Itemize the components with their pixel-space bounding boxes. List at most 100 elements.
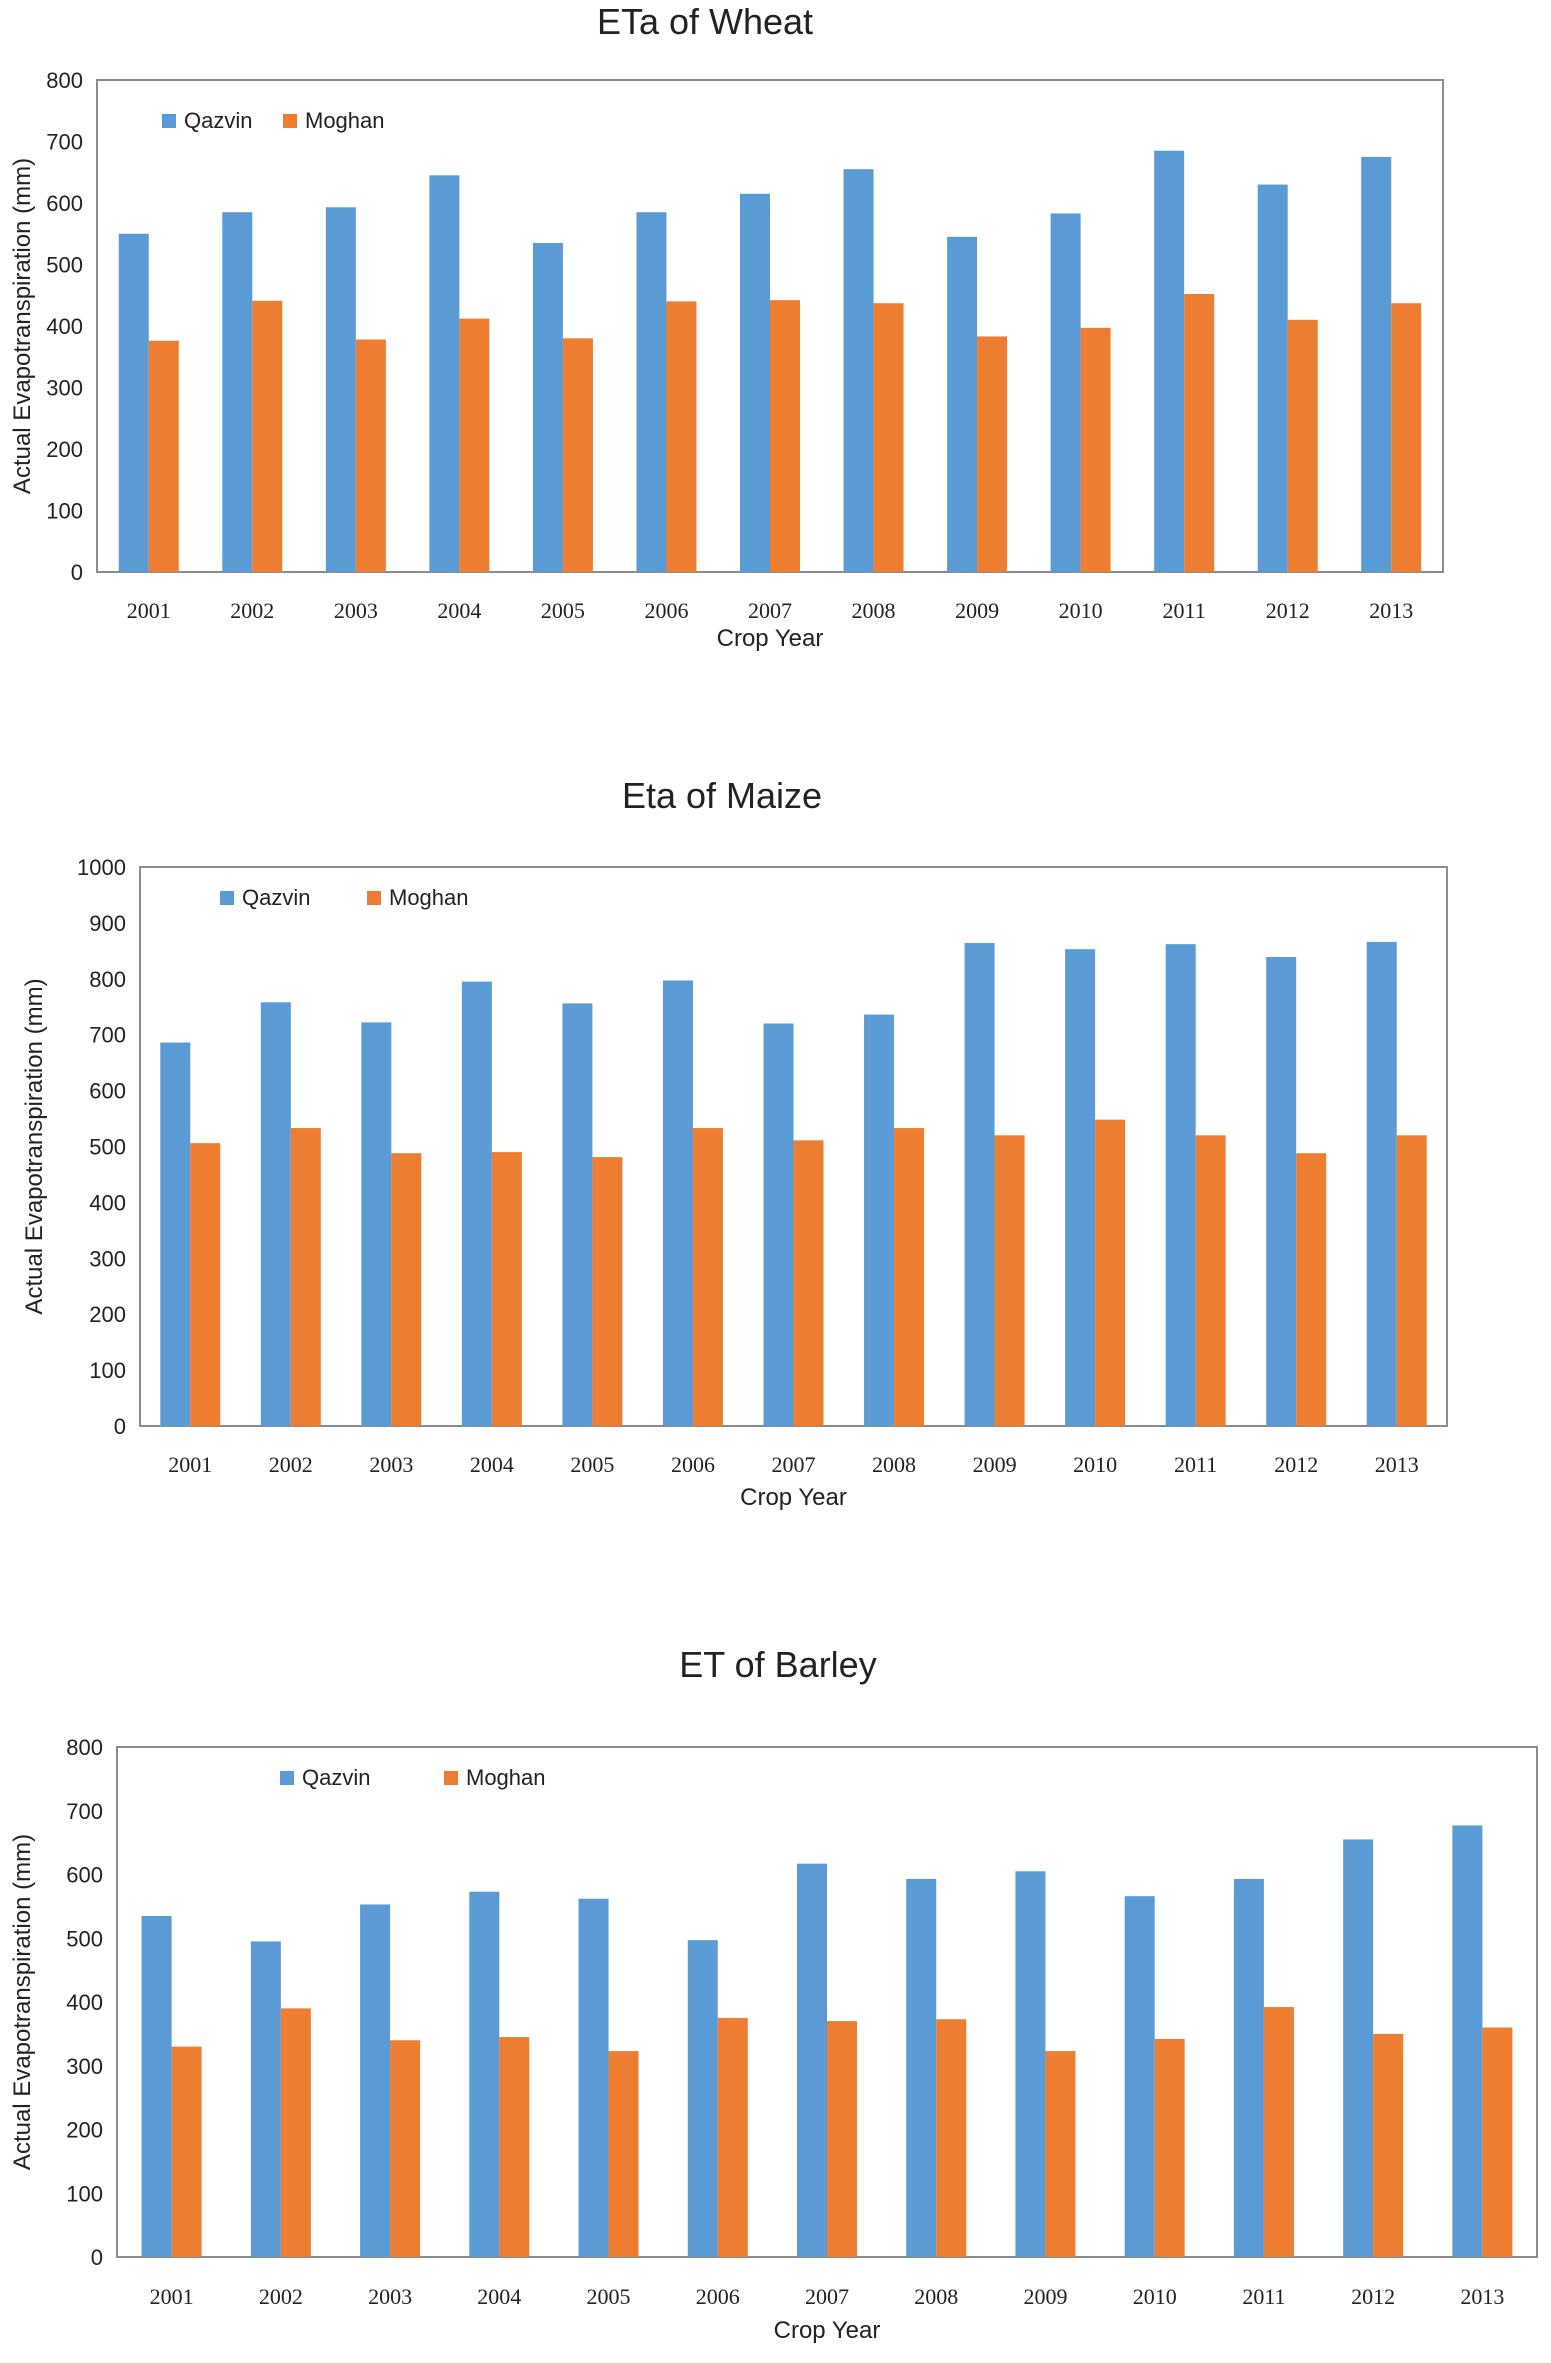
x-tick-label: 2003 [334, 598, 378, 623]
x-tick-label: 2012 [1266, 598, 1310, 623]
x-tick-label: 2012 [1274, 1452, 1318, 1477]
bar-qazvin-2007 [763, 1023, 794, 1426]
barley-chart: ET of Barley 0 100 200 300 400 500 600 700 800 Act… [9, 1644, 1538, 2344]
bar-qazvin-2008 [864, 1014, 895, 1426]
x-tick-label: 2013 [1369, 598, 1413, 623]
y-tick-label: 300 [46, 376, 83, 401]
bar-qazvin-2003 [361, 1022, 392, 1426]
bar-qazvin-2013 [1361, 156, 1392, 572]
legend-label-moghan: Moghan [305, 108, 385, 133]
bar-qazvin-2011 [1154, 150, 1185, 572]
bar-qazvin-2005 [562, 1003, 593, 1426]
legend-label-qazvin: Qazvin [302, 1765, 370, 1790]
bar-moghan-2004 [459, 318, 490, 572]
bar-qazvin-2004 [461, 981, 492, 1426]
bar-qazvin-2001 [118, 233, 149, 572]
x-tick-label: 2004 [477, 2284, 521, 2309]
bar-qazvin-2013 [1366, 941, 1397, 1426]
bar-moghan-2007 [793, 1140, 824, 1426]
bar-qazvin-2010 [1124, 1896, 1155, 2257]
x-tick-label: 2010 [1133, 2284, 1177, 2309]
barley-chart-panel: ET of Barley 0 100 200 300 400 500 600 700 800 Act… [0, 1630, 1551, 2363]
bar-qazvin-2012 [1257, 184, 1288, 573]
legend-swatch-qazvin [162, 114, 176, 128]
bar-moghan-2011 [1195, 1135, 1226, 1426]
bar-moghan-2012 [1373, 2033, 1404, 2257]
bar-moghan-2009 [977, 336, 1008, 572]
bar-moghan-2005 [608, 2051, 639, 2257]
bar-qazvin-2001 [160, 1042, 191, 1426]
bar-moghan-2001 [148, 340, 179, 572]
bar-qazvin-2007 [797, 1863, 827, 2257]
x-tick-label: 2001 [150, 2284, 194, 2309]
y-tick-label: 200 [66, 2118, 103, 2143]
bar-qazvin-2006 [636, 212, 667, 572]
x-tick-label: 2001 [127, 598, 171, 623]
x-tick-label: 2006 [696, 2284, 740, 2309]
legend-label-moghan: Moghan [466, 1765, 546, 1790]
y-tick-label: 500 [66, 1926, 103, 1951]
bar-moghan-2004 [491, 1152, 522, 1426]
x-tick-label: 2011 [1174, 1452, 1217, 1477]
bar-qazvin-2002 [260, 1002, 291, 1426]
y-axis-label: Actual Evapotranspiration (mm) [9, 158, 36, 494]
bar-moghan-2009 [994, 1135, 1025, 1426]
x-tick-label: 2008 [914, 2284, 958, 2309]
x-tick-label: 2005 [541, 598, 585, 623]
bar-qazvin-2007 [740, 193, 770, 572]
legend-swatch-moghan [367, 891, 381, 905]
x-axis-label: Crop Year [717, 625, 824, 652]
y-tick-label: 0 [71, 560, 83, 585]
bar-qazvin-2002 [250, 1941, 281, 2257]
bar-moghan-2002 [252, 300, 283, 572]
bar-qazvin-2008 [843, 169, 874, 573]
y-tick-label: 500 [46, 253, 83, 278]
y-tick-label: 800 [46, 68, 83, 93]
bar-moghan-2010 [1095, 1119, 1126, 1426]
bar-qazvin-2006 [662, 980, 693, 1426]
bar-moghan-2011 [1184, 294, 1215, 572]
x-tick-label: 2010 [1059, 598, 1103, 623]
bar-qazvin-2010 [1065, 949, 1096, 1426]
y-tick-label: 400 [66, 1990, 103, 2015]
legend-swatch-moghan [283, 114, 297, 128]
x-tick-label: 2006 [671, 1452, 715, 1477]
legend-label-qazvin: Qazvin [242, 885, 310, 910]
bar-qazvin-2003 [360, 1904, 391, 2257]
bar-qazvin-2003 [325, 207, 356, 572]
y-tick-label: 200 [89, 1302, 126, 1327]
legend-swatch-qazvin [220, 891, 234, 905]
x-tick-label: 2003 [368, 2284, 412, 2309]
y-tick-label: 600 [89, 1079, 126, 1104]
x-tick-label: 2008 [852, 598, 896, 623]
bar-qazvin-2011 [1233, 1878, 1264, 2257]
x-tick-label: 2002 [269, 1452, 313, 1477]
bar-moghan-2002 [280, 2008, 311, 2257]
x-tick-label: 2004 [437, 598, 481, 623]
x-tick-label: 2004 [470, 1452, 514, 1477]
y-tick-label: 600 [46, 191, 83, 216]
bar-moghan-2003 [391, 1153, 422, 1426]
legend-swatch-qazvin [280, 1771, 294, 1785]
wheat-chart: ETa of Wheat 0 100 200 300 400 500 600 700 800 Act… [9, 1, 1444, 652]
x-tick-label: 2012 [1351, 2284, 1395, 2309]
x-tick-label: 2002 [259, 2284, 303, 2309]
y-tick-label: 800 [66, 1735, 103, 1760]
bar-qazvin-2009 [964, 943, 995, 1426]
bar-moghan-2001 [190, 1143, 221, 1426]
y-tick-label: 500 [89, 1135, 126, 1160]
x-tick-label: 2002 [230, 598, 274, 623]
bar-moghan-2008 [936, 2019, 967, 2257]
bar-qazvin-2010 [1050, 213, 1081, 572]
y-tick-label: 700 [46, 130, 83, 155]
bar-moghan-2012 [1296, 1153, 1327, 1426]
y-tick-label: 0 [91, 2245, 103, 2270]
bar-moghan-2005 [562, 338, 593, 572]
y-tick-label: 800 [89, 967, 126, 992]
x-axis-label: Crop Year [774, 2317, 881, 2344]
bar-qazvin-2006 [687, 1940, 718, 2257]
y-tick-label: 300 [66, 2054, 103, 2079]
x-tick-label: 2008 [872, 1452, 916, 1477]
y-tick-label: 600 [66, 1863, 103, 1888]
bar-qazvin-2012 [1266, 956, 1297, 1426]
